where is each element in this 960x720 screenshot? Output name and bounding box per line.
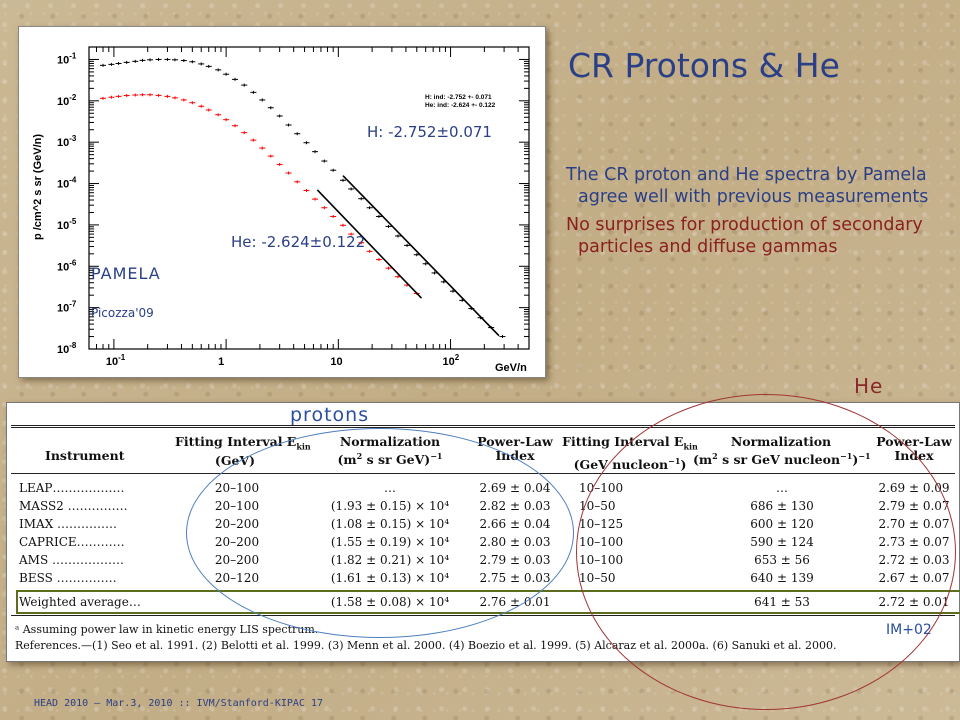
cell-he-index: 2.72 ± 0.03: [878, 553, 950, 567]
weighted-p-norm: (1.58 ± 0.08) × 10⁴: [330, 595, 450, 609]
cell-p-norm: (1.55 ± 0.19) × 10⁴: [330, 535, 450, 549]
footnote-assumption: ᵃ Assuming power law in kinetic energy L…: [15, 623, 319, 636]
weighted-he-norm: 641 ± 53: [754, 595, 810, 609]
cell-p-index: 2.66 ± 0.04: [479, 517, 551, 531]
reference-label: Picozza'09: [91, 306, 154, 320]
table-header-rule: [11, 473, 955, 474]
protons-label: protons: [290, 404, 370, 426]
col-header-p-index: Power-Law Index: [477, 434, 553, 463]
cell-he-norm: …: [776, 481, 788, 495]
cell-instrument: IMAX ……………: [19, 517, 118, 531]
plot-frame: [88, 46, 530, 350]
x-axis-label: GeV/n: [495, 362, 527, 374]
cell-p-interval: 20–200: [214, 535, 260, 549]
cell-p-norm: (1.61 ± 0.13) × 10⁴: [330, 571, 450, 585]
col-header-he-norm: Normalization (m2 s sr GeV nucleon−1)−1: [693, 434, 871, 468]
weighted-p-index: 2.76 ± 0.01: [479, 595, 551, 609]
x-tick-label: 102: [443, 353, 460, 368]
cell-p-index: 2.80 ± 0.03: [479, 535, 551, 549]
table-citation: IM+02: [886, 622, 932, 638]
footnote-references: References.—(1) Seo et al. 1991. (2) Bel…: [15, 639, 837, 652]
bullet-agreement: The CR proton and He spectra by Pamela a…: [566, 165, 929, 207]
cell-p-interval: 20–200: [214, 553, 260, 567]
y-tick-label: 10-5: [57, 217, 77, 232]
cell-he-norm: 640 ± 139: [750, 571, 814, 585]
y-tick-label: 10-8: [57, 341, 77, 356]
cell-p-interval: 20–120: [214, 571, 260, 585]
x-tick-label: 10: [330, 356, 342, 368]
cell-instrument: CAPRICE…………: [19, 535, 125, 549]
weighted-average-label: Weighted average…: [19, 595, 141, 609]
cell-he-interval: 10–100: [579, 553, 624, 567]
table-bottom-rule: [11, 615, 955, 616]
cell-instrument: MASS2 ……………: [19, 499, 128, 513]
bullet-no-surprises: No surprises for production of secondary…: [566, 215, 923, 257]
y-tick-label: 10-6: [57, 258, 77, 273]
spectrum-plot-panel: 10-1 10-2 10-3 10-4 10-5 10-6 10-7 10-8 10-1 1 10 1…: [18, 26, 546, 378]
cell-instrument: AMS ………………: [19, 553, 124, 567]
cell-he-index: 2.73 ± 0.07: [878, 535, 950, 549]
cell-he-interval: 10–50: [579, 571, 616, 585]
cell-p-interval: 20–100: [214, 481, 260, 495]
legend-h: H: ind: -2.752 +- 0.071: [425, 94, 492, 101]
cell-p-index: 2.79 ± 0.03: [479, 553, 551, 567]
y-axis-label: p /cm^2 s sr (GeV/n): [32, 134, 44, 240]
cell-p-norm: (1.08 ± 0.15) × 10⁴: [330, 517, 450, 531]
y-tick-label: 10-2: [57, 93, 77, 108]
table-top-rule-2: [11, 427, 955, 428]
cell-p-norm: …: [384, 481, 396, 495]
h-fit-line: [342, 175, 500, 337]
cell-p-norm: (1.93 ± 0.15) × 10⁴: [330, 499, 450, 513]
spectrum-plot: 10-1 10-2 10-3 10-4 10-5 10-6 10-7 10-8 10-1 1 10 1…: [32, 46, 530, 374]
cell-p-interval: 20–100: [214, 499, 260, 513]
cell-instrument: LEAP………………: [19, 481, 125, 495]
col-header-he-index: Power-Law Index: [876, 434, 952, 463]
bullet-list: The CR proton and He spectra by Pamela a…: [566, 164, 951, 264]
cell-he-interval: 10–100: [579, 481, 624, 495]
weighted-he-index: 2.72 ± 0.01: [878, 595, 950, 609]
y-tick-label: 10-4: [57, 176, 77, 191]
cell-he-interval: 10–50: [579, 499, 616, 513]
cell-instrument: BESS ……………: [19, 571, 117, 585]
experiment-label: PAMELA: [91, 264, 161, 283]
y-tick-label: 10-7: [57, 300, 77, 315]
slide-footer: HEAD 2010 – Mar.3, 2010 :: IVM/Stanford-…: [34, 698, 323, 709]
cell-p-interval: 20–200: [214, 517, 260, 531]
cell-he-interval: 10–125: [579, 517, 624, 531]
col-header-p-interval: Fitting Interval Ekin (GeV): [175, 434, 311, 468]
slide-title: CR Protons & He: [568, 46, 840, 85]
he-fit-line: [316, 189, 423, 299]
cell-p-norm: (1.82 ± 0.21) × 10⁴: [330, 553, 450, 567]
table-top-rule: [11, 425, 955, 426]
cell-he-index: 2.67 ± 0.07: [878, 571, 950, 585]
col-header-p-norm: Normalization (m2 s sr GeV)−1: [337, 434, 443, 468]
legend-he: He: ind: -2.624 +- 0.122: [425, 102, 496, 109]
cell-p-index: 2.75 ± 0.03: [479, 571, 551, 585]
x-tick-label: 10-1: [106, 353, 126, 368]
fit-results-table: Instrument Fitting Interval Ekin (GeV) N…: [6, 402, 960, 662]
cell-he-norm: 590 ± 124: [750, 535, 814, 549]
col-header-he-interval: Fitting Interval Ekin (GeV nucleon−1): [562, 434, 698, 472]
cell-he-index: 2.69 ± 0.09: [878, 481, 950, 495]
he-label: He: [854, 374, 884, 398]
y-tick-label: 10-1: [57, 51, 77, 66]
cell-he-norm: 686 ± 130: [750, 499, 814, 513]
h-fit-annotation: H: -2.752±0.071: [367, 123, 492, 141]
y-tick-label: 10-3: [57, 134, 77, 149]
he-fit-annotation: He: -2.624±0.122: [231, 233, 365, 251]
cell-p-index: 2.69 ± 0.04: [479, 481, 551, 495]
cell-he-norm: 600 ± 120: [750, 517, 814, 531]
x-tick-label: 1: [218, 356, 224, 368]
cell-he-index: 2.70 ± 0.07: [878, 517, 950, 531]
col-header-instrument: Instrument: [45, 448, 125, 463]
cell-he-index: 2.79 ± 0.07: [878, 499, 950, 513]
cell-p-index: 2.82 ± 0.03: [479, 499, 551, 513]
cell-he-norm: 653 ± 56: [754, 553, 810, 567]
cell-he-interval: 10–100: [579, 535, 624, 549]
